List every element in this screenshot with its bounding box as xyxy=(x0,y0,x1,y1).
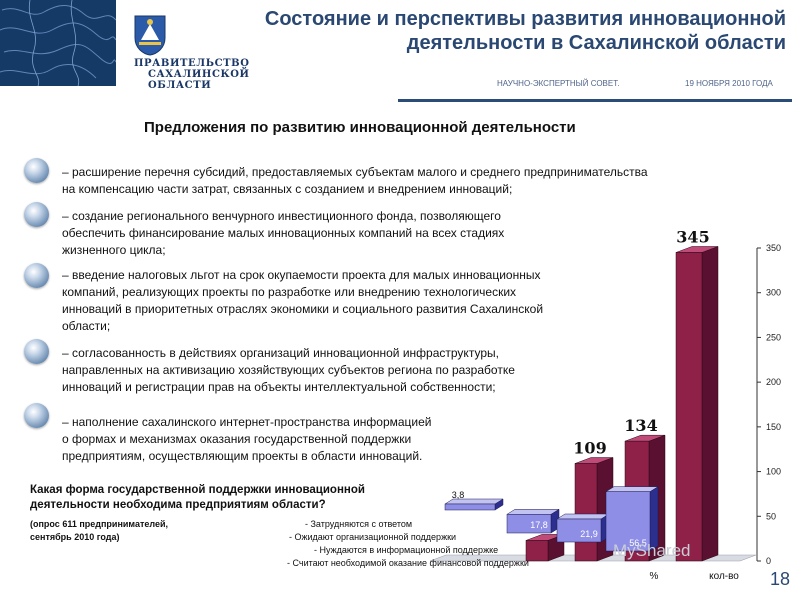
y-tick-label: 200 xyxy=(766,377,781,387)
title-line-2: деятельности в Сахалинской области xyxy=(406,32,786,54)
count-data-label: 345 xyxy=(676,227,709,246)
proposal-item-4: – согласованность в действиях организаци… xyxy=(62,345,515,396)
percent-bar xyxy=(444,503,496,511)
organization-name: ПРАВИТЕЛЬСТВО САХАЛИНСКОЙ ОБЛАСТИ xyxy=(134,58,254,91)
count-bar xyxy=(574,463,598,562)
percent-bar xyxy=(556,518,602,543)
y-tick-label: 50 xyxy=(766,511,776,521)
note-line-1: (опрос 611 предпринимателей, xyxy=(30,519,169,529)
percent-bar-top xyxy=(605,486,659,492)
region-map-image xyxy=(0,0,116,86)
y-tick-label: 300 xyxy=(766,288,781,298)
region-map-lines xyxy=(0,0,116,86)
proposal-3-line-1: – введение налоговых льгот на срок окупа… xyxy=(62,268,541,282)
title-line-1: Состояние и перспективы развития инновац… xyxy=(264,8,786,30)
percent-bar-top xyxy=(506,509,560,515)
survey-question: Какая форма государственной поддержки ин… xyxy=(30,483,430,513)
y-tick-label: 100 xyxy=(766,467,781,477)
coat-of-arms-icon xyxy=(133,14,167,56)
proposal-5-line-3: предприятиям, осуществляющим проекты в о… xyxy=(62,449,423,463)
proposal-3-line-4: области; xyxy=(62,319,111,333)
percent-data-label: 56,5 xyxy=(629,538,647,548)
proposal-2-line-1: – создание регионального венчурного инве… xyxy=(62,209,501,223)
survey-note: (опрос 611 предпринимателей, сентябрь 20… xyxy=(30,518,168,544)
proposal-3-line-3: инноваций в приоритетных отраслях эконом… xyxy=(62,302,544,316)
proposal-3-line-2: компаний, реализующих проекты по разрабо… xyxy=(62,285,517,299)
proposal-1-line-1: – расширение перечня субсидий, предостав… xyxy=(62,165,648,179)
y-tick-label: 250 xyxy=(766,332,781,342)
bullet-icon xyxy=(24,339,49,364)
legend-item-2: - Ожидают организационной поддержки xyxy=(289,532,457,542)
count-bar xyxy=(675,252,703,562)
proposal-2-line-2: обеспечить финансирование малых инноваци… xyxy=(62,226,505,240)
proposal-5-line-2: о формах и механизмах оказания государст… xyxy=(62,432,412,446)
bullet-icon xyxy=(24,202,49,227)
legend-item-1: - Затрудняются с ответом xyxy=(305,519,413,529)
bullet-icon xyxy=(24,158,49,183)
percent-data-label: 21,9 xyxy=(580,529,598,539)
percent-data-label: 3,8 xyxy=(452,490,465,500)
org-line-3: ОБЛАСТИ xyxy=(148,80,212,91)
proposal-4-line-2: направленных на активизацию хозяйствующи… xyxy=(62,363,515,377)
bullet-icon xyxy=(24,263,49,288)
watermark: MyShared xyxy=(613,541,691,560)
y-tick-label: 150 xyxy=(766,422,781,432)
legend-item-3: - Нуждаются в информационной поддержке xyxy=(314,545,499,555)
legend-item-4: - Считают необходимой оказание финансово… xyxy=(287,558,529,568)
x-label-percent: % xyxy=(650,571,659,582)
event-date: 19 НОЯБРЯ 2010 ГОДА xyxy=(685,79,773,88)
percent-bar-top xyxy=(556,513,610,520)
org-line-1: ПРАВИТЕЛЬСТВО xyxy=(134,58,250,69)
question-line-1: Какая форма государственной поддержки ин… xyxy=(30,484,365,496)
proposal-item-2: – создание регионального венчурного инве… xyxy=(62,208,504,259)
bullet-icon xyxy=(24,403,49,428)
percent-bar xyxy=(605,491,651,552)
proposal-2-line-3: жизненного цикла; xyxy=(62,243,166,257)
y-tick-label: 350 xyxy=(766,243,781,253)
count-bar-side xyxy=(701,246,719,562)
header-divider xyxy=(398,99,792,102)
section-heading: Предложения по развитию инновационной де… xyxy=(144,119,576,136)
percent-data-label: 17,8 xyxy=(530,520,548,530)
proposal-4-line-3: инноваций и регистрации прав на объекты … xyxy=(62,380,496,394)
proposal-4-line-1: – согласованность в действиях организаци… xyxy=(62,346,499,360)
note-line-2: сентябрь 2010 года) xyxy=(30,532,120,542)
slide-title: Состояние и перспективы развития инновац… xyxy=(226,7,786,55)
percent-bar xyxy=(506,514,552,534)
proposal-item-1: – расширение перечня субсидий, предостав… xyxy=(62,164,648,198)
count-data-label: 109 xyxy=(573,439,606,458)
count-bar xyxy=(525,540,549,562)
proposal-1-line-2: на компенсацию части затрат, связанных с… xyxy=(62,182,513,196)
proposal-item-3: – введение налоговых льгот на срок окупа… xyxy=(62,267,543,335)
page-number: 18 xyxy=(769,569,790,589)
event-name: НАУЧНО-ЭКСПЕРТНЫЙ СОВЕТ. xyxy=(497,79,620,88)
proposal-5-line-1: – наполнение сахалинского интернет-прост… xyxy=(62,415,432,429)
count-data-label: 134 xyxy=(624,416,657,435)
question-line-2: деятельности необходима предприятиям обл… xyxy=(30,499,326,511)
proposal-item-5: – наполнение сахалинского интернет-прост… xyxy=(62,414,432,465)
y-tick-label: 0 xyxy=(766,556,771,566)
org-line-2: САХАЛИНСКОЙ xyxy=(148,69,250,80)
x-label-count: кол-во xyxy=(709,571,739,582)
